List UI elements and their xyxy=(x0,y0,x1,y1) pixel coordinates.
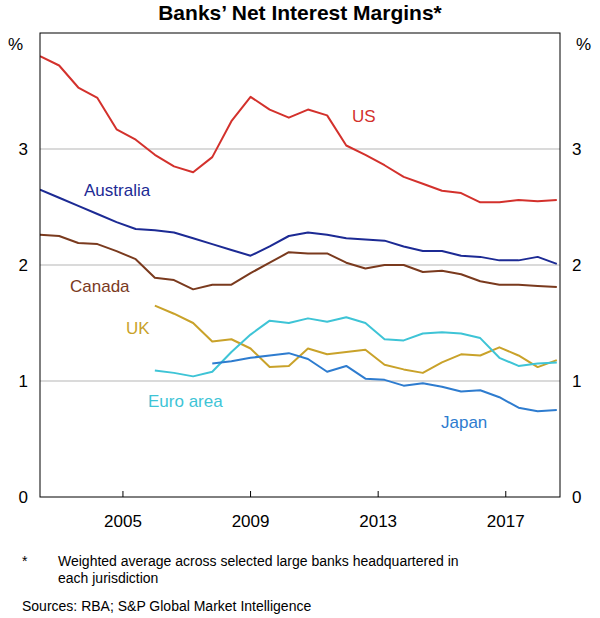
title: Banks’ Net Interest Margins* xyxy=(158,1,442,24)
series-label: UK xyxy=(126,319,150,338)
series-label: Canada xyxy=(70,277,130,296)
x-tick xyxy=(250,491,251,497)
x-tick-label: 2017 xyxy=(487,512,525,531)
y-tick-label: 2 xyxy=(19,256,28,275)
x-tick xyxy=(505,491,506,497)
lines xyxy=(40,56,557,411)
x-tick-label: 2009 xyxy=(232,512,270,531)
grid-line xyxy=(40,381,560,382)
y-tick-label: 0 xyxy=(572,488,581,507)
grid-line xyxy=(40,265,560,266)
series-label: Australia xyxy=(84,181,151,200)
grid-line xyxy=(40,149,560,150)
footnote-symbol: * xyxy=(22,553,28,569)
footnote: Weighted average across selected large b… xyxy=(58,553,459,569)
x-tick xyxy=(122,491,123,497)
series-line xyxy=(155,317,557,376)
source: Sources: RBA; S&P Global Market Intellig… xyxy=(22,598,311,614)
footnote: each jurisdiction xyxy=(58,570,158,586)
y-tick-label: 0 xyxy=(19,488,28,507)
series-label: Euro area xyxy=(148,392,223,411)
x-tick-label: 2005 xyxy=(104,512,142,531)
x-tick xyxy=(378,491,379,497)
y-tick-label: 3 xyxy=(572,140,581,159)
y-tick-label: 1 xyxy=(19,372,28,391)
y-unit: % xyxy=(576,35,591,54)
plot-frame xyxy=(40,33,560,497)
y-unit: % xyxy=(8,35,23,54)
y-tick-label: 2 xyxy=(572,256,581,275)
series-label: Japan xyxy=(441,413,487,432)
grid xyxy=(40,149,560,381)
series-label: US xyxy=(352,107,376,126)
y-tick-label: 1 xyxy=(572,372,581,391)
series-line xyxy=(212,353,557,411)
x-tick-label: 2013 xyxy=(359,512,397,531)
chart: Banks’ Net Interest Margins* 0 0 1 1 2 2 3 3%% 20… xyxy=(0,0,600,618)
series-line xyxy=(40,56,557,202)
y-tick-label: 3 xyxy=(19,140,28,159)
